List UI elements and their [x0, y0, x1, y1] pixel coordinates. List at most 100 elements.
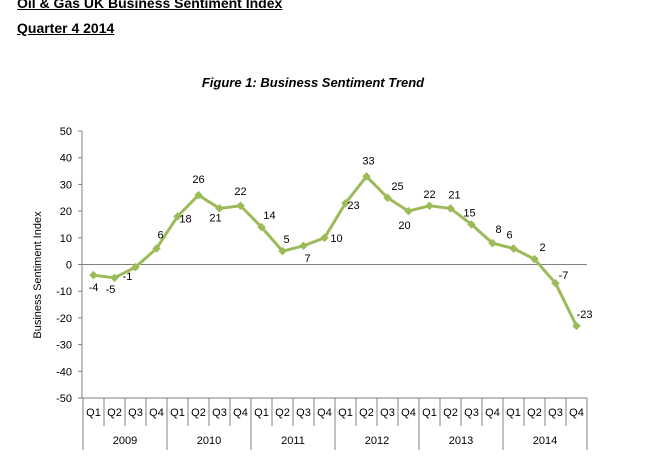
data-label: -23	[577, 309, 593, 321]
data-point-marker	[362, 172, 371, 181]
data-label: 25	[391, 181, 403, 193]
data-label: 33	[362, 155, 374, 167]
data-label: 6	[157, 229, 163, 241]
data-label: 10	[330, 233, 342, 245]
data-point-marker	[425, 201, 434, 211]
x-quarter-label: Q2	[359, 407, 374, 419]
data-label: 18	[179, 213, 191, 225]
data-label: -1	[123, 271, 133, 283]
x-quarter-label: Q1	[338, 407, 353, 419]
points-group	[89, 172, 581, 331]
x-quarter-label: Q3	[128, 407, 143, 419]
data-label: 22	[234, 186, 246, 198]
y-ticks-group: -50 -40 -30 -20 -10 0 10 20 30 40 50	[56, 126, 82, 405]
data-point-marker	[299, 241, 308, 251]
x-quarter-label: Q4	[569, 407, 584, 419]
data-point-marker	[194, 190, 203, 200]
data-point-marker	[320, 233, 329, 243]
y-tick-label: -40	[56, 366, 72, 378]
data-point-marker	[173, 212, 182, 221]
data-point-marker	[215, 204, 224, 213]
x-year-label: 2013	[449, 435, 473, 447]
x-quarter-label: Q4	[149, 407, 164, 419]
data-label: 20	[398, 220, 410, 232]
data-point-marker	[110, 273, 119, 283]
x-quarter-label: Q1	[254, 407, 269, 419]
data-label: 26	[192, 174, 204, 186]
y-tick-label: 50	[60, 126, 72, 138]
x-quarter-label: Q3	[548, 407, 563, 419]
y-axis-label: Business Sentiment Index	[32, 211, 44, 339]
x-quarter-label: Q1	[86, 407, 101, 419]
x-quarter-label: Q4	[401, 407, 416, 419]
data-label: 6	[506, 229, 512, 241]
x-quarter-label: Q3	[212, 407, 227, 419]
y-tick-label: -20	[56, 313, 72, 325]
y-tick-label: 40	[60, 153, 72, 165]
data-point-marker	[131, 262, 140, 272]
x-quarter-label: Q2	[443, 407, 458, 419]
data-point-marker	[257, 222, 266, 232]
axes-group	[81, 131, 588, 450]
data-point-marker	[404, 206, 413, 216]
data-label: 22	[423, 189, 435, 201]
data-label: 8	[495, 224, 501, 236]
x-labels-group: Q1 Q2 Q3 Q4 Q1 Q2 Q3 Q4 Q1 Q2 Q3 Q4 Q1 Q2 Q3 Q4 Q1 Q2 Q3 Q4…	[86, 407, 584, 447]
document-title: Oil & Gas UK Business Sentiment Index	[17, 0, 283, 11]
y-tick-label: -10	[56, 286, 72, 298]
data-point-marker	[341, 198, 350, 208]
x-year-label: 2011	[281, 435, 305, 447]
data-point-marker	[236, 201, 245, 211]
data-point-marker	[446, 204, 455, 213]
data-point-marker	[551, 278, 560, 288]
x-quarter-label: Q2	[275, 407, 290, 419]
x-quarter-label: Q3	[380, 407, 395, 419]
data-label: 21	[448, 189, 460, 201]
x-quarter-label: Q2	[107, 407, 122, 419]
data-label: 21	[209, 212, 221, 224]
data-point-marker	[89, 270, 98, 280]
data-point-marker	[278, 246, 287, 256]
data-label: 23	[347, 200, 359, 212]
x-quarter-label: Q1	[506, 407, 521, 419]
data-point-marker	[152, 244, 161, 253]
x-quarter-label: Q2	[527, 407, 542, 419]
y-tick-label: 30	[60, 179, 72, 191]
data-label: -5	[106, 284, 116, 296]
series-line	[93, 174, 578, 327]
data-point-marker	[530, 254, 539, 264]
data-point-marker	[467, 220, 476, 229]
data-label: -4	[89, 282, 99, 294]
series-line-group	[93, 174, 578, 327]
x-quarter-label: Q1	[170, 407, 185, 419]
chart-title: Figure 1: Business Sentiment Trend	[202, 75, 425, 90]
x-quarter-label: Q4	[485, 407, 500, 419]
y-tick-label: 20	[60, 206, 72, 218]
x-year-label: 2012	[365, 435, 389, 447]
document-subtitle: Quarter 4 2014	[17, 20, 115, 36]
data-point-marker	[383, 193, 392, 202]
data-label: 5	[283, 234, 289, 246]
data-label: 14	[263, 210, 275, 222]
y-tick-label: -30	[56, 340, 72, 352]
x-quarter-label: Q4	[317, 407, 332, 419]
data-label: 15	[463, 207, 475, 219]
x-quarter-label: Q2	[191, 407, 206, 419]
x-quarter-label: Q3	[464, 407, 479, 419]
data-label: 7	[304, 253, 310, 265]
data-point-marker	[488, 238, 497, 248]
data-label: -7	[559, 270, 569, 282]
x-year-label: 2010	[197, 435, 221, 447]
data-label: 2	[539, 242, 545, 254]
x-quarter-label: Q3	[296, 407, 311, 419]
x-quarter-label: Q1	[422, 407, 437, 419]
x-year-label: 2009	[113, 435, 137, 447]
data-point-marker	[572, 321, 581, 331]
y-tick-label: 10	[60, 233, 72, 245]
x-year-label: 2014	[533, 435, 557, 447]
y-tick-label: -50	[56, 393, 72, 405]
y-tick-label: 0	[66, 260, 72, 272]
x-quarter-label: Q4	[233, 407, 248, 419]
